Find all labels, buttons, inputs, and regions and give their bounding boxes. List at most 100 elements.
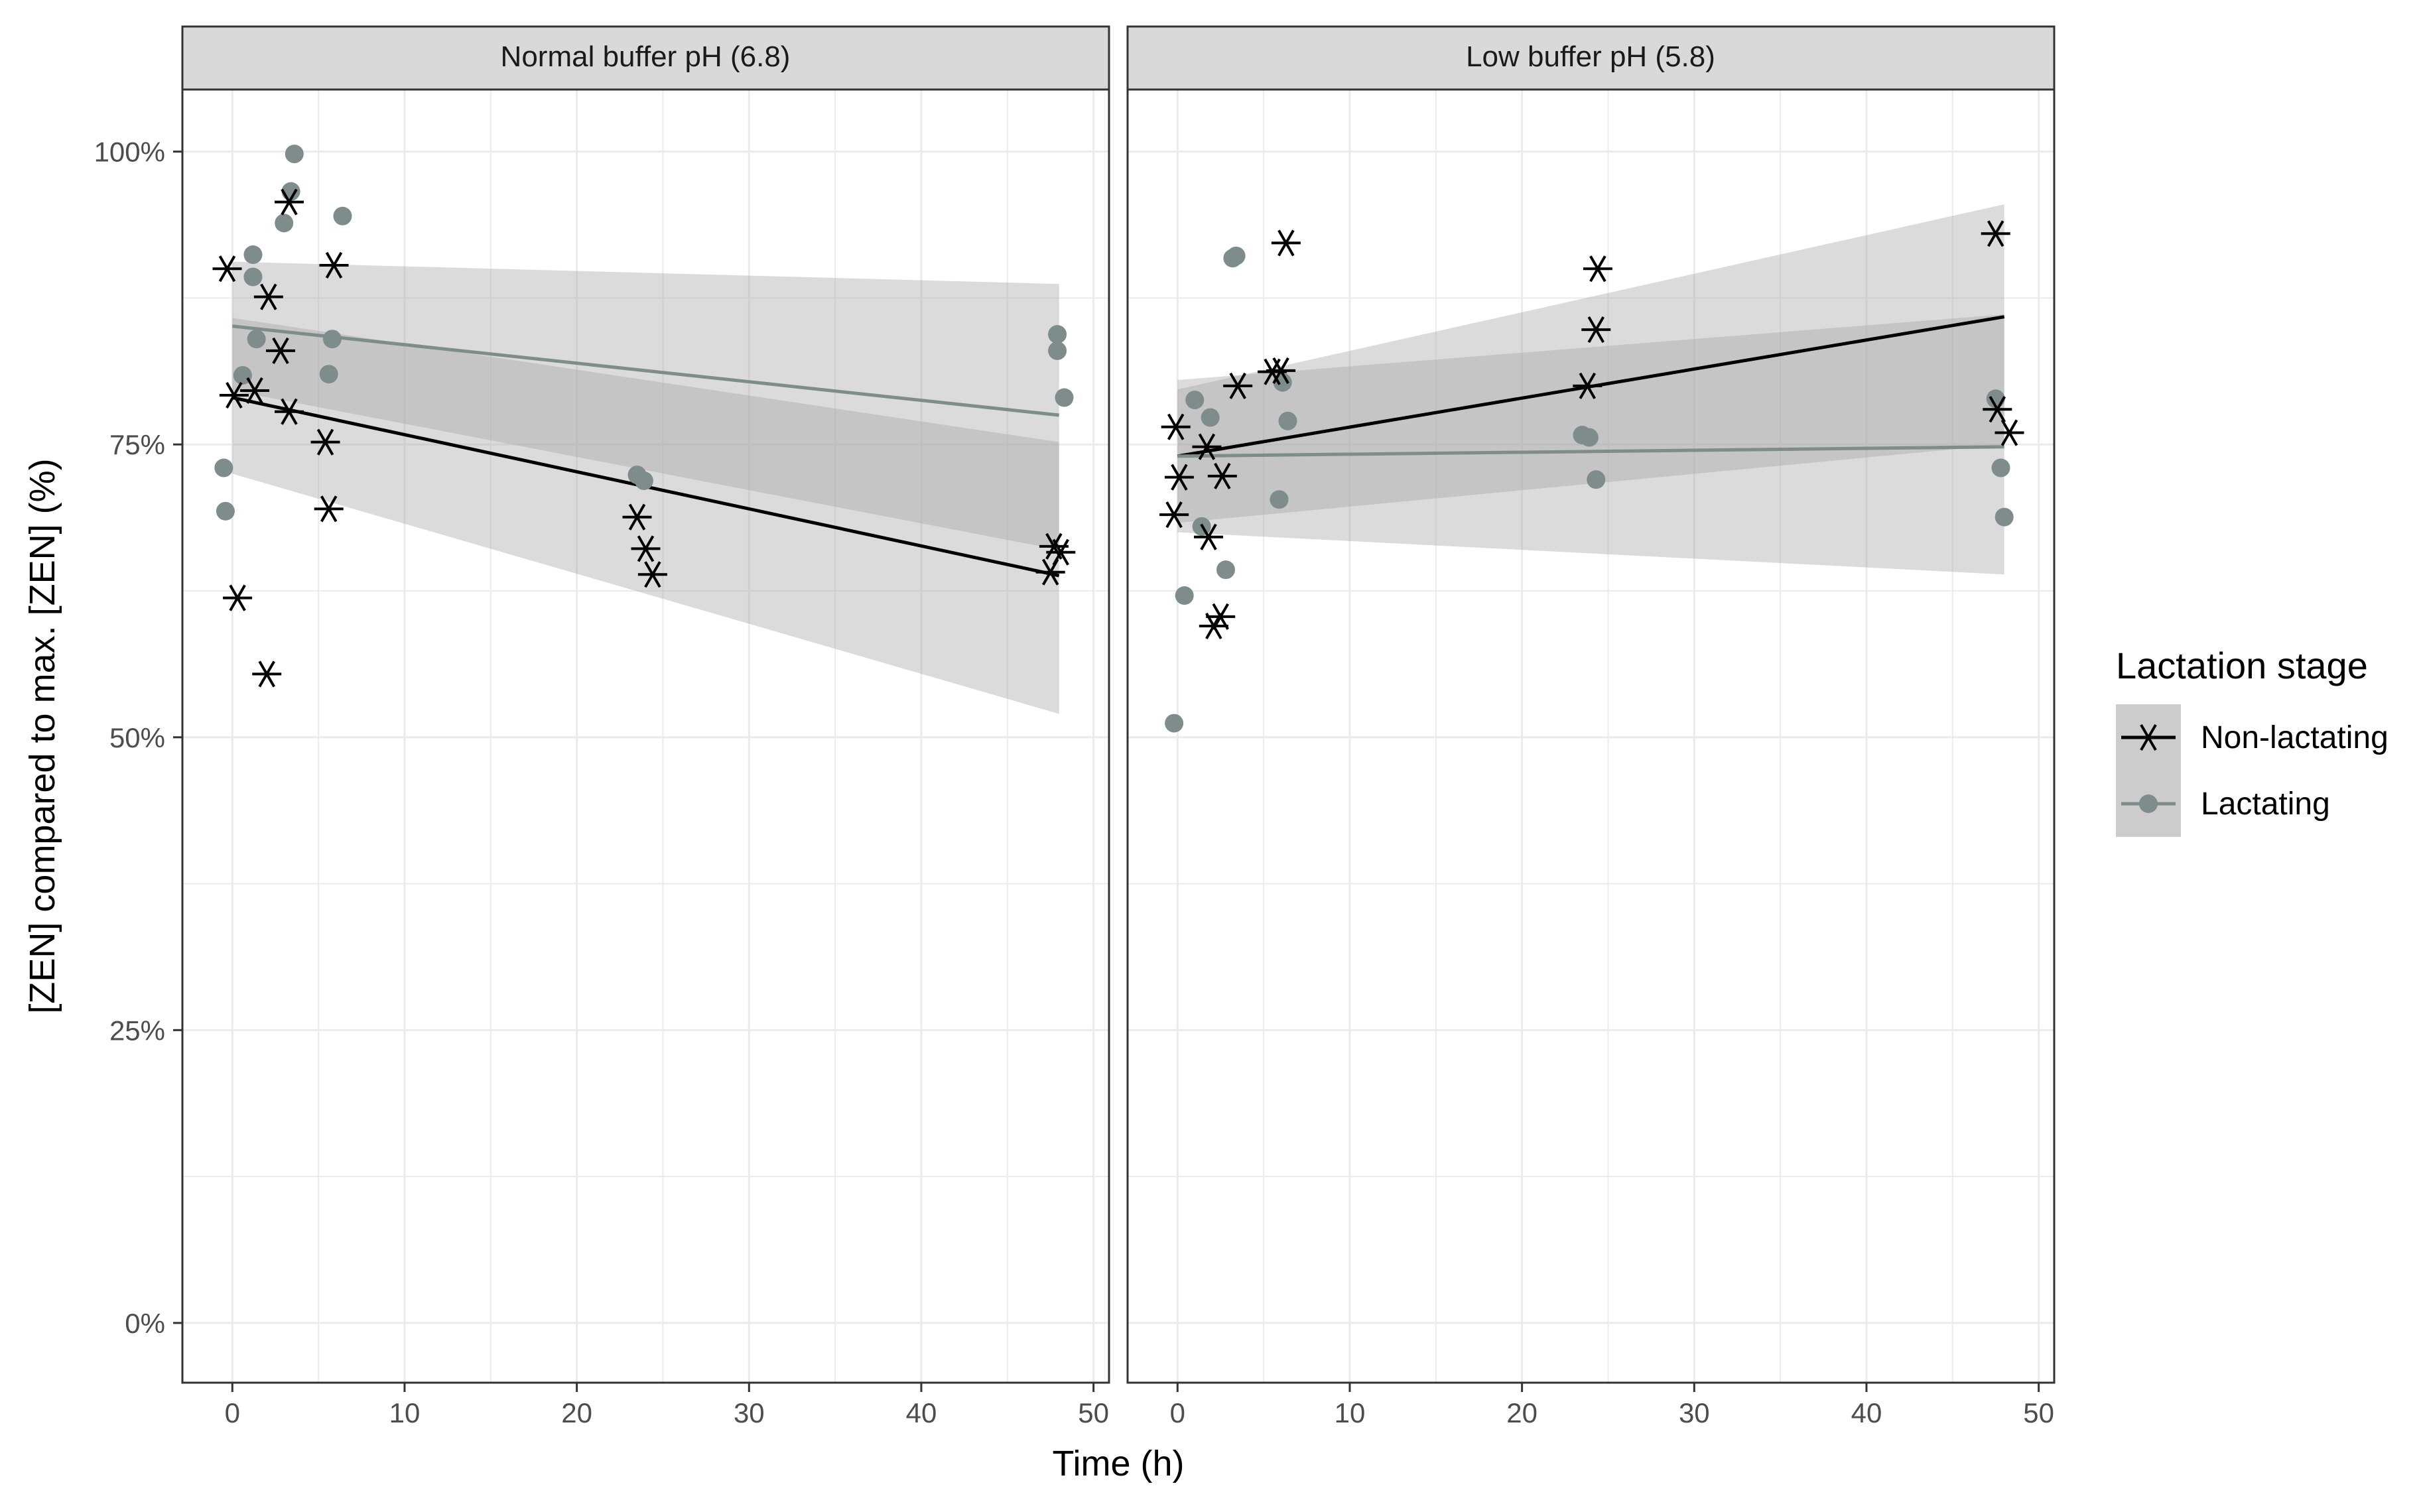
x-tick-label: 20	[561, 1397, 592, 1428]
panel-title: Normal buffer pH (6.8)	[501, 40, 791, 73]
data-point-non-lactating	[1271, 229, 1301, 257]
legend-title: Lactation stage	[2116, 645, 2368, 686]
data-point-non-lactating	[274, 398, 304, 425]
data-point-lactating	[1278, 411, 1297, 430]
legend-key-symbol	[2134, 724, 2163, 751]
data-point-lactating	[1201, 408, 1220, 427]
data-point-lactating	[275, 214, 294, 233]
y-tick-label: 75%	[109, 429, 165, 460]
data-point-lactating	[634, 471, 653, 490]
legend-label-non-lactating: Non-lactating	[2201, 720, 2388, 755]
panel-border	[181, 88, 1110, 1384]
data-point-non-lactating	[253, 283, 283, 310]
data-point-non-lactating	[1194, 523, 1224, 550]
data-point-lactating	[214, 458, 233, 477]
data-point-non-lactating	[637, 561, 667, 588]
data-point-lactating	[1216, 560, 1236, 580]
legend-key-symbol	[2139, 794, 2158, 813]
data-point-non-lactating	[622, 503, 652, 531]
data-point-lactating	[1579, 428, 1599, 447]
y-tick-label: 0%	[125, 1308, 165, 1339]
panel-low-buffer: Low buffer pH (5.8) 0 10 20 30 40 50	[1126, 25, 2056, 1428]
x-axis: 0 10 20 30 40 50	[1170, 1383, 2054, 1428]
data-point-non-lactating	[1581, 316, 1611, 344]
data-point-lactating	[319, 365, 338, 384]
y-axis-title: [ZEN] compared to max. [ZEN] (%)	[23, 458, 62, 1013]
data-point-lactating	[333, 206, 352, 225]
data-point-lactating	[1048, 341, 1067, 360]
x-tick-label: 0	[225, 1397, 240, 1428]
data-point-non-lactating	[266, 337, 296, 364]
data-point-lactating	[1175, 586, 1194, 605]
data-point-lactating	[1226, 246, 1246, 265]
data-point-lactating	[1995, 507, 2014, 527]
data-point-non-lactating	[252, 661, 282, 688]
data-points	[1159, 220, 2024, 733]
data-point-non-lactating	[310, 428, 340, 456]
data-point-lactating	[1048, 325, 1067, 344]
x-tick-label: 30	[734, 1397, 765, 1428]
panel-normal-buffer: Normal buffer pH (6.8) 0 10 20 30 40 50 0% 25%…	[94, 25, 1110, 1428]
plot-background	[1128, 90, 2054, 1383]
data-point-lactating	[1587, 470, 1606, 489]
data-point-non-lactating	[314, 495, 344, 523]
data-point-non-lactating	[1983, 396, 2012, 423]
x-tick-label: 0	[1170, 1397, 1185, 1428]
data-point-non-lactating	[319, 251, 349, 279]
data-point-non-lactating	[1266, 357, 1296, 384]
confidence-band-lactating	[232, 261, 1059, 550]
x-axis: 0 10 20 30 40 50	[225, 1383, 1109, 1428]
data-point-non-lactating	[631, 535, 661, 562]
data-point-non-lactating	[1583, 255, 1612, 283]
data-point-lactating	[285, 145, 304, 164]
x-tick-label: 40	[1851, 1397, 1882, 1428]
x-tick-label: 30	[1679, 1397, 1710, 1428]
confidence-band-non-lactating	[1177, 204, 2004, 523]
data-point-lactating	[1270, 490, 1289, 509]
data-point-non-lactating	[240, 377, 270, 404]
legend-key-background	[2116, 704, 2181, 837]
data-point-lactating	[1991, 458, 2010, 477]
data-point-non-lactating	[1223, 372, 1253, 399]
panel-border	[1126, 88, 2056, 1384]
data-point-non-lactating	[1159, 501, 1189, 529]
data-point-non-lactating	[1161, 413, 1191, 440]
gridlines	[1128, 90, 2054, 1383]
data-point-non-lactating	[1046, 538, 1076, 566]
plot-background	[182, 90, 1109, 1383]
panel-title: Low buffer pH (5.8)	[1466, 40, 1715, 73]
data-point-non-lactating	[223, 584, 253, 611]
data-point-non-lactating	[1206, 603, 1236, 630]
legend-key-lactating	[2116, 771, 2181, 837]
x-tick-label: 20	[1506, 1397, 1538, 1428]
fit-line-lactating	[1177, 445, 2004, 458]
x-tick-label: 10	[389, 1397, 421, 1428]
data-point-non-lactating	[274, 188, 304, 216]
data-point-lactating	[1165, 714, 1184, 733]
data-point-non-lactating	[1164, 464, 1194, 491]
data-point-lactating	[1185, 391, 1205, 410]
data-point-lactating	[243, 267, 263, 286]
data-point-non-lactating	[212, 255, 242, 283]
x-tick-label: 40	[906, 1397, 937, 1428]
data-point-non-lactating	[1192, 433, 1222, 460]
x-tick-label: 50	[2023, 1397, 2054, 1428]
data-points	[212, 145, 1076, 688]
data-point-lactating	[247, 330, 266, 349]
x-tick-label: 10	[1335, 1397, 1366, 1428]
data-point-lactating	[216, 501, 235, 521]
data-point-lactating	[243, 245, 263, 265]
data-point-non-lactating	[1981, 220, 2010, 247]
panel-strip	[1126, 25, 2056, 91]
data-point-non-lactating	[219, 381, 249, 409]
data-point-lactating	[1055, 388, 1074, 407]
data-point-non-lactating	[1995, 419, 2024, 446]
x-tick-label: 50	[1078, 1397, 1109, 1428]
y-axis: 0% 25% 50% 75% 100%	[94, 137, 182, 1339]
x-axis-title: Time (h)	[1053, 1444, 1185, 1483]
legend-key-non-lactating	[2116, 704, 2181, 771]
panel-strip	[181, 25, 1110, 91]
data-point-non-lactating	[1207, 462, 1237, 489]
data-point-lactating	[322, 330, 342, 349]
